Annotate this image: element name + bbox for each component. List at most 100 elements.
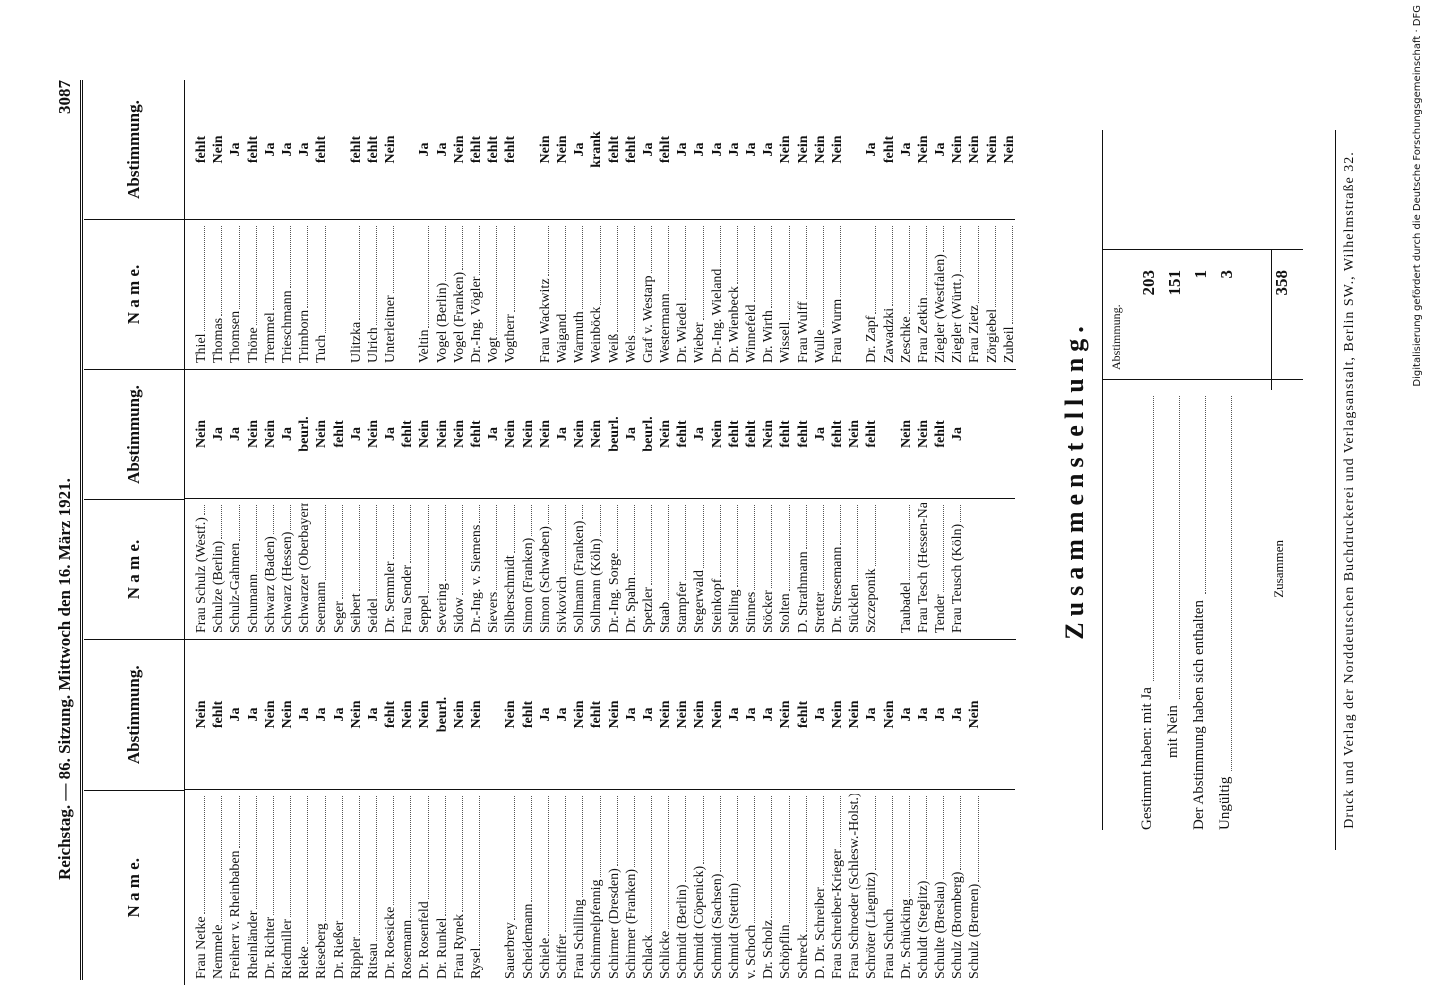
vote: Ja xyxy=(933,142,949,157)
member-name: Rieke xyxy=(296,944,314,979)
vote: Nein xyxy=(915,420,931,448)
name-cell: Seibert xyxy=(347,503,365,633)
member-name: Sollmann (Köln) xyxy=(588,536,606,633)
vote: Nein xyxy=(709,700,725,729)
vote: fehlt xyxy=(589,700,605,729)
name-row: Weiß xyxy=(605,224,623,363)
vote: Nein xyxy=(950,135,966,164)
name-row: Frau Zietz xyxy=(966,224,984,363)
dot-leader xyxy=(743,226,756,303)
name-row: Ziegler (Württ.) xyxy=(949,224,967,363)
name-cell: Thöne xyxy=(244,224,262,363)
dot-leader xyxy=(347,505,360,592)
name-row: Szczeponik xyxy=(863,503,881,633)
name-cell: Dr.-Ing. v. Siemens xyxy=(468,503,486,633)
dot-leader xyxy=(519,796,532,902)
name-row: Waigand xyxy=(553,224,572,363)
name-cell: Rieke xyxy=(296,794,314,979)
member-name: Seidel xyxy=(364,596,383,633)
vote: fehlt xyxy=(365,135,381,164)
member-name: Zörgiebel xyxy=(983,306,1001,363)
name-row: Frau Schreiber-Krieger xyxy=(828,794,847,979)
votes: Nein fehlt Ja Ja Nein Nein Ja Ja Ja Nein Ja fehlt Ne… xyxy=(185,640,1015,790)
vote: Nein xyxy=(279,700,295,729)
member-name: Dr. Semmler xyxy=(382,559,400,633)
vote: fehlt xyxy=(606,135,622,164)
vote: fehlt xyxy=(864,420,880,448)
name-cell: Tuch xyxy=(313,224,331,363)
member-name: Stinnes xyxy=(743,589,761,633)
name-row: Schwarz (Hessen) xyxy=(278,503,297,633)
name-row: Stampfer xyxy=(674,503,692,633)
name-cell: Vogt xyxy=(485,224,503,363)
vote: Ja xyxy=(331,707,347,722)
dot-leader xyxy=(382,505,395,560)
name-row: Seibert xyxy=(347,503,365,633)
dot-leader xyxy=(863,796,876,871)
name-row: Zawadzki xyxy=(880,224,898,363)
member-name: Seger xyxy=(330,599,348,633)
vote: fehlt xyxy=(795,420,811,448)
summary-row: Gestimmt haben: mit Ja 203 xyxy=(1139,250,1159,830)
name-row: Schirmer (Dresden) xyxy=(605,794,623,979)
vote: Ja xyxy=(726,707,742,722)
name-cell: Schiele xyxy=(536,794,554,979)
name-cell: D. Strathmann xyxy=(794,503,812,633)
vote: fehlt xyxy=(520,700,536,729)
member-name: Stöcker xyxy=(760,588,778,633)
column-header: N a m e. Abstimmung. xyxy=(84,370,185,639)
name-cell: Schirmer (Franken) xyxy=(622,794,640,979)
member-name: Silberschmidt xyxy=(502,553,520,633)
name-cell: Graf v. Westarp xyxy=(639,224,658,363)
name-row: Staab xyxy=(657,503,675,633)
member-name: Simon (Franken) xyxy=(519,535,537,633)
name-cell: Dr. Rosenfeld xyxy=(416,794,434,979)
member-name: Stolten xyxy=(777,591,795,633)
name-cell: Zeschke xyxy=(897,224,915,363)
dot-leader xyxy=(708,505,721,577)
name-row: Wulle xyxy=(811,224,829,363)
dot-leader xyxy=(828,505,842,545)
name-row: Dr. Wienbeck xyxy=(725,224,743,363)
dot-leader xyxy=(468,505,481,523)
name-cell: Silberschmidt xyxy=(502,503,520,633)
name-row: Dr.-Ing. Vögler xyxy=(468,224,486,363)
name-cell: Dr. Richter xyxy=(261,794,279,979)
name-cell: Schirmer (Dresden) xyxy=(605,794,623,979)
dot-leader xyxy=(794,226,807,300)
member-name: Frau Zetkin xyxy=(914,295,933,363)
name-row: Dr. Rießer xyxy=(330,794,348,979)
vote: Nein xyxy=(383,135,399,164)
vote: Nein xyxy=(778,700,794,729)
name-cell: Schröter (Liegnitz) xyxy=(863,794,881,979)
name-cell: Dr. Runkel xyxy=(433,794,451,979)
name-row: Veltin xyxy=(416,224,434,363)
vote: Nein xyxy=(829,135,845,164)
member-name: Schulz (Bromberg) xyxy=(949,869,967,979)
member-name: Steinkopf xyxy=(708,576,726,633)
member-name: Schlicke xyxy=(657,928,675,979)
dot-leader xyxy=(330,505,343,600)
name-row: Dr.-Ing. v. Siemens xyxy=(468,503,486,633)
dot-leader xyxy=(330,796,343,919)
name-row: Rieseberg xyxy=(313,794,331,979)
name-row: Westermann xyxy=(657,224,675,363)
name-row: Thomas xyxy=(210,224,228,363)
name-cell: Schmidt (Sachsen) xyxy=(708,794,726,979)
vote: Nein xyxy=(761,420,777,448)
name-row: Wieber xyxy=(691,224,709,363)
name-cell: Sievers xyxy=(485,503,503,633)
name-cell: Frau Schulz (Westf.) xyxy=(193,503,211,633)
vote: Ja xyxy=(228,707,244,722)
dot-leader xyxy=(244,505,257,572)
name-cell: Riedmiller xyxy=(278,794,297,979)
member-name: Frau Wackwitz xyxy=(536,276,554,363)
name-row: Zörgiebel xyxy=(983,224,1001,363)
name-cell: Frau Wurm xyxy=(828,224,847,363)
dot-leader xyxy=(347,226,360,320)
member-name: Sollmann (Franken) xyxy=(571,518,589,633)
dot-leader xyxy=(949,505,962,522)
name-row: Trieschmann xyxy=(278,224,297,363)
dot-leader xyxy=(468,226,481,275)
name-row: Seppel xyxy=(416,503,434,633)
